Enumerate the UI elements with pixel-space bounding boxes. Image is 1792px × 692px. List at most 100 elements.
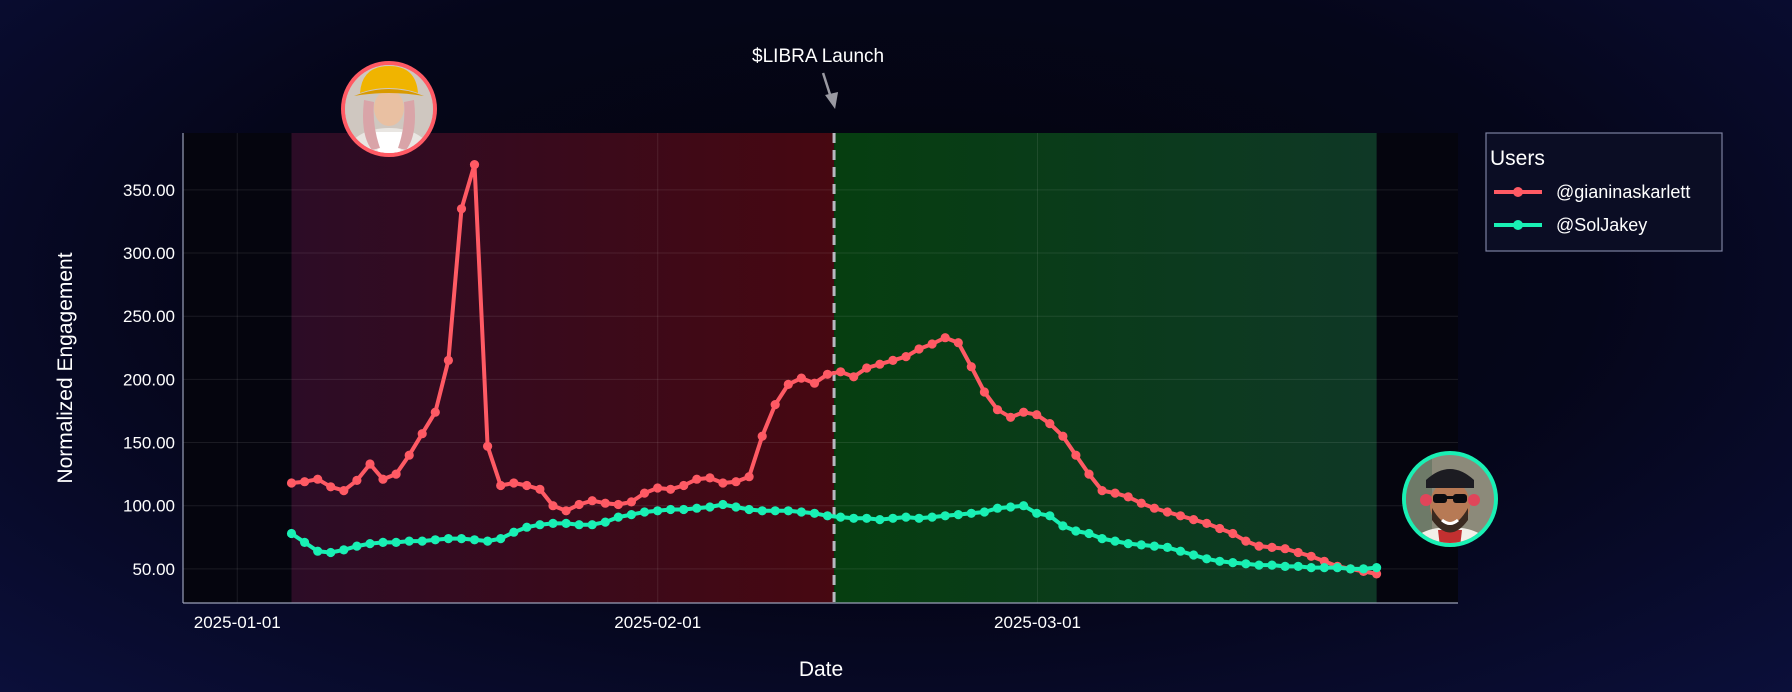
data-point[interactable] [927,339,937,349]
data-point[interactable] [600,498,610,508]
data-point[interactable] [953,509,963,520]
data-point[interactable] [365,459,375,469]
data-point[interactable] [1071,526,1081,536]
data-point[interactable] [639,507,650,517]
data-point[interactable] [548,518,558,529]
data-point[interactable] [953,338,963,348]
data-point[interactable] [391,537,401,548]
data-point[interactable] [1006,502,1016,512]
data-point[interactable] [731,477,741,487]
data-point[interactable] [1241,536,1251,546]
data-point[interactable] [822,511,833,521]
data-point[interactable] [1372,563,1382,573]
data-point[interactable] [679,480,689,491]
data-point[interactable] [718,499,728,510]
data-point[interactable] [1254,560,1264,570]
data-point[interactable] [1202,554,1212,564]
data-point[interactable] [430,535,440,545]
data-point[interactable] [483,536,493,546]
data-point[interactable] [1097,534,1107,544]
data-point[interactable] [1019,407,1029,417]
data-point[interactable] [796,373,807,383]
data-point[interactable] [1241,559,1251,569]
data-point[interactable] [1306,551,1316,561]
data-point[interactable] [404,450,414,460]
data-point[interactable] [653,483,663,493]
data-point[interactable] [430,407,440,417]
data-point[interactable] [705,473,715,483]
data-point[interactable] [1228,528,1238,539]
data-point[interactable] [901,512,911,522]
data-point[interactable] [914,344,924,354]
data-point[interactable] [443,534,453,544]
data-point[interactable] [561,518,571,529]
data-point[interactable] [352,541,362,551]
data-point[interactable] [626,497,637,507]
data-point[interactable] [548,501,558,511]
data-point[interactable] [875,359,885,369]
data-point[interactable] [692,503,702,513]
data-point[interactable] [339,545,349,555]
data-point[interactable] [1267,542,1277,553]
data-point[interactable] [862,513,872,523]
data-point[interactable] [1123,539,1133,549]
data-point[interactable] [1215,523,1225,534]
data-point[interactable] [1136,498,1146,508]
data-point[interactable] [1189,550,1199,560]
data-point[interactable] [992,503,1003,513]
data-point[interactable] [535,484,545,494]
data-point[interactable] [313,546,323,556]
data-point[interactable] [326,547,336,558]
data-point[interactable] [1267,560,1277,570]
data-point[interactable] [574,499,584,510]
data-point[interactable] [286,528,297,539]
data-point[interactable] [326,482,336,492]
data-point[interactable] [770,506,780,516]
data-point[interactable] [1306,563,1316,573]
data-point[interactable] [692,474,702,484]
data-point[interactable] [639,488,650,498]
data-point[interactable] [979,507,990,517]
data-point[interactable] [1136,540,1146,550]
data-point[interactable] [1162,507,1172,517]
data-point[interactable] [561,506,571,516]
data-point[interactable] [744,504,754,515]
data-point[interactable] [613,499,623,510]
data-point[interactable] [1215,556,1225,566]
data-point[interactable] [1293,561,1303,572]
data-point[interactable] [1045,419,1055,429]
data-point[interactable] [1149,503,1159,513]
data-point[interactable] [313,474,323,484]
data-point[interactable] [1319,556,1329,566]
data-point[interactable] [1006,412,1016,422]
data-point[interactable] [809,508,820,518]
data-point[interactable] [1319,563,1329,573]
data-point[interactable] [862,363,872,373]
data-point[interactable] [1097,486,1107,496]
data-point[interactable] [456,534,467,544]
gianinaskarlett-avatar[interactable] [341,61,437,172]
data-point[interactable] [966,508,976,518]
data-point[interactable] [979,387,990,397]
data-point[interactable] [783,506,793,516]
data-point[interactable] [1293,547,1303,558]
data-point[interactable] [770,400,780,410]
data-point[interactable] [940,333,950,343]
data-point[interactable] [300,537,310,548]
data-point[interactable] [992,405,1003,415]
data-point[interactable] [496,534,506,544]
data-point[interactable] [1084,469,1094,479]
data-point[interactable] [1045,511,1055,521]
data-point[interactable] [417,536,427,546]
data-point[interactable] [731,502,741,512]
data-point[interactable] [1358,564,1369,574]
data-point[interactable] [522,522,532,532]
legend-item-gianinaskarlett[interactable]: @gianinaskarlett [1494,182,1690,202]
data-point[interactable] [1280,544,1290,554]
data-point[interactable] [836,512,846,522]
data-point[interactable] [653,506,663,516]
data-point[interactable] [1228,558,1238,568]
data-point[interactable] [966,362,976,372]
data-point[interactable] [888,513,898,523]
data-point[interactable] [809,378,820,388]
